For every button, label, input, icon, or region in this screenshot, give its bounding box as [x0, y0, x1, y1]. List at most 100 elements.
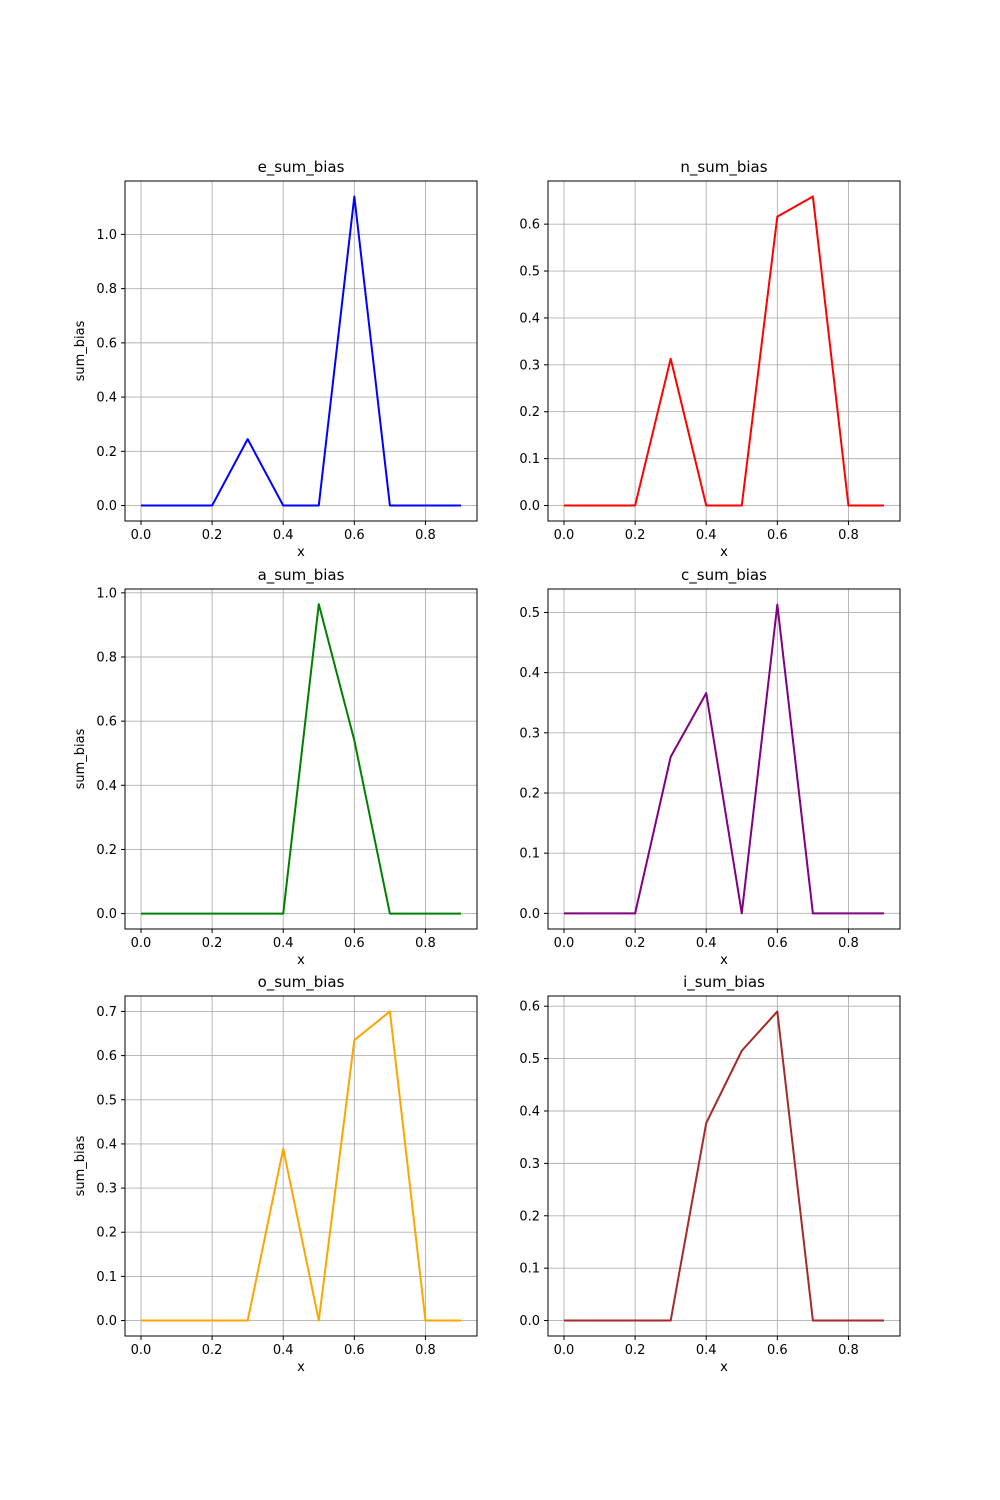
x-tick-label: 0.0 — [554, 528, 575, 543]
x-tick-label: 0.6 — [344, 1343, 365, 1358]
subplot-i-sum-bias: 0.0 0.2 0.4 0.6 0.8 0.0 0.1 0.2 0.3 0.4 0.5 0.6 i_su… — [519, 973, 901, 1375]
y-tick-label: 0.6 — [96, 336, 117, 351]
y-tick-label: 0.7 — [96, 1005, 117, 1020]
y-tick-label: 0.4 — [519, 1104, 540, 1119]
subplot-title: i_sum_bias — [683, 973, 765, 992]
y-tick-label: 0.0 — [96, 907, 117, 922]
y-axis-label: sum_bias — [73, 320, 88, 381]
subplot-c-sum-bias: 0.0 0.2 0.4 0.6 0.8 0.0 0.1 0.2 0.3 0.4 0.5 c_sum_b… — [519, 566, 901, 968]
axes-frame — [547, 995, 901, 1337]
x-tick-label: 0.2 — [202, 528, 223, 543]
y-tick-label: 0.1 — [519, 452, 540, 467]
axes-frame — [124, 588, 478, 930]
y-tick-label: 0.2 — [96, 1226, 117, 1241]
x-tick-label: 0.4 — [696, 936, 717, 951]
series-line — [564, 1010, 884, 1322]
y-tick-label: 0.6 — [519, 218, 540, 233]
x-axis-label: x — [720, 953, 728, 968]
y-tick-label: 0.1 — [519, 847, 540, 862]
x-axis-label: x — [297, 953, 305, 968]
x-tick-label: 0.6 — [344, 528, 365, 543]
series-line — [141, 195, 461, 507]
subplot-title: c_sum_bias — [681, 566, 767, 585]
y-axis-label: sum_bias — [73, 728, 88, 789]
y-axis-label: sum_bias — [73, 1135, 88, 1196]
subplot-grid: 0.0 0.2 0.4 0.6 0.8 0.0 0.2 0.4 0.6 0.8 1.0 e_sum_b… — [73, 158, 901, 1375]
y-tick-label: 0.0 — [96, 499, 117, 514]
y-tick-label: 0.2 — [96, 843, 117, 858]
y-tick-label: 0.3 — [519, 726, 540, 741]
subplot-a-sum-bias: 0.0 0.2 0.4 0.6 0.8 0.0 0.2 0.4 0.6 0.8 1.0 a_sum_b… — [73, 566, 478, 968]
x-tick-label: 0.4 — [696, 1343, 717, 1358]
y-tick-label: 0.4 — [96, 1137, 117, 1152]
y-tick-label: 0.0 — [96, 1314, 117, 1329]
y-tick-label: 0.6 — [519, 1000, 540, 1015]
y-tick-label: 0.1 — [519, 1262, 540, 1277]
y-tick-label: 0.3 — [519, 358, 540, 373]
x-tick-label: 0.8 — [838, 936, 859, 951]
x-tick-label: 0.2 — [625, 936, 646, 951]
y-tick-label: 0.4 — [96, 391, 117, 406]
y-tick-label: 0.5 — [519, 1052, 540, 1067]
subplot-title: o_sum_bias — [258, 973, 345, 992]
x-tick-label: 0.0 — [131, 1343, 152, 1358]
y-tick-label: 0.4 — [519, 666, 540, 681]
x-tick-label: 0.8 — [415, 528, 436, 543]
x-tick-label: 0.8 — [838, 1343, 859, 1358]
x-tick-label: 0.8 — [415, 1343, 436, 1358]
x-tick-label: 0.8 — [415, 936, 436, 951]
x-tick-label: 0.2 — [202, 1343, 223, 1358]
x-tick-label: 0.2 — [625, 1343, 646, 1358]
x-tick-label: 0.0 — [131, 528, 152, 543]
subplot-title: a_sum_bias — [258, 566, 345, 585]
subplot-title: n_sum_bias — [680, 158, 767, 177]
y-tick-label: 0.4 — [96, 779, 117, 794]
subplot-n-sum-bias: 0.0 0.2 0.4 0.6 0.8 0.0 0.1 0.2 0.3 0.4 0.5 0.6 n_su… — [519, 158, 901, 560]
series-line — [564, 195, 884, 507]
y-tick-label: 0.6 — [96, 1049, 117, 1064]
y-tick-label: 0.5 — [96, 1093, 117, 1108]
subplot-o-sum-bias: 0.0 0.2 0.4 0.6 0.8 0.0 0.1 0.2 0.3 0.4 0.5 0.6 0.7 o… — [73, 973, 478, 1375]
y-tick-label: 0.4 — [519, 311, 540, 326]
axes-frame — [547, 180, 901, 522]
x-tick-label: 0.8 — [838, 528, 859, 543]
x-axis-label: x — [297, 1360, 305, 1375]
axes-frame — [124, 995, 478, 1337]
y-tick-label: 0.2 — [96, 445, 117, 460]
series-line — [141, 603, 461, 915]
x-axis-label: x — [720, 1360, 728, 1375]
y-tick-label: 0.8 — [96, 651, 117, 666]
x-tick-label: 0.4 — [273, 1343, 294, 1358]
y-tick-label: 1.0 — [96, 586, 117, 601]
x-axis-label: x — [297, 545, 305, 560]
x-tick-label: 0.2 — [202, 936, 223, 951]
subplot-e-sum-bias: 0.0 0.2 0.4 0.6 0.8 0.0 0.2 0.4 0.6 0.8 1.0 e_sum_b… — [73, 158, 478, 560]
x-tick-label: 0.6 — [344, 936, 365, 951]
x-tick-label: 0.4 — [273, 936, 294, 951]
y-tick-label: 0.3 — [96, 1182, 117, 1197]
y-tick-label: 0.3 — [519, 1157, 540, 1172]
axes-frame — [547, 588, 901, 930]
series-line — [564, 603, 884, 915]
x-tick-label: 0.4 — [273, 528, 294, 543]
x-tick-label: 0.6 — [767, 936, 788, 951]
y-tick-label: 0.0 — [519, 1314, 540, 1329]
y-tick-label: 0.0 — [519, 907, 540, 922]
x-tick-label: 0.0 — [131, 936, 152, 951]
x-tick-label: 0.0 — [554, 1343, 575, 1358]
y-tick-label: 0.5 — [519, 265, 540, 280]
x-tick-label: 0.4 — [696, 528, 717, 543]
y-tick-label: 0.5 — [519, 606, 540, 621]
x-axis-label: x — [720, 545, 728, 560]
y-tick-label: 0.8 — [96, 282, 117, 297]
x-tick-label: 0.0 — [554, 936, 575, 951]
subplot-title: e_sum_bias — [258, 158, 345, 177]
y-tick-label: 0.2 — [519, 1209, 540, 1224]
y-tick-label: 0.1 — [96, 1270, 117, 1285]
x-tick-label: 0.6 — [767, 528, 788, 543]
y-tick-label: 0.2 — [519, 787, 540, 802]
y-tick-label: 1.0 — [96, 228, 117, 243]
x-tick-label: 0.2 — [625, 528, 646, 543]
y-tick-label: 0.0 — [519, 499, 540, 514]
